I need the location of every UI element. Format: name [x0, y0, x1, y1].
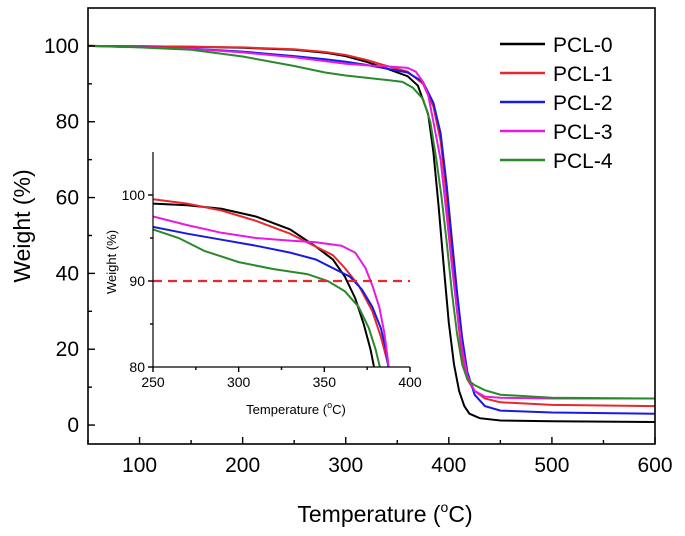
inset-x-axis-degree-symbol: o — [327, 400, 332, 410]
inset-series-line-PCL-2 — [153, 225, 390, 367]
inset-x-tick-label: 300 — [227, 374, 251, 390]
main-series-line-PCL-2 — [87, 44, 656, 415]
x-axis-degree-symbol: o — [441, 499, 449, 515]
inset-plot: 250 300 350 400 80 90 100 Weight (%) Temperatu… — [104, 152, 422, 417]
legend: PCL-0 PCL-1 PCL-2 PCL-3 PCL-4 — [500, 34, 613, 173]
y-tick-label: 40 — [56, 262, 79, 285]
legend-label: PCL-4 — [553, 150, 613, 173]
legend-label: PCL-2 — [553, 92, 613, 115]
inset-x-tick-label: 250 — [141, 374, 165, 390]
main-curves — [87, 44, 656, 423]
y-tick-label: 80 — [56, 111, 79, 134]
legend-label: PCL-0 — [553, 34, 613, 57]
inset-axes: 250 300 350 400 80 90 100 — [122, 152, 422, 390]
x-tick-label: 500 — [534, 454, 569, 477]
x-tick-label: 300 — [328, 454, 363, 477]
y-tick-label: 0 — [67, 414, 79, 437]
y-tick-label: 60 — [56, 187, 79, 210]
inset-y-axis-label: Weight (%) — [104, 230, 119, 294]
main-series-line-PCL-3 — [87, 44, 655, 400]
x-tick-label: 200 — [225, 454, 260, 477]
y-tick-label: 100 — [44, 35, 79, 58]
inset-series-line-PCL-1 — [153, 198, 390, 367]
y-tick-label: 20 — [56, 338, 79, 361]
main-plot: 100 200 300 400 500 600 0 20 40 60 80 100 Weight (%… — [9, 7, 673, 527]
legend-label: PCL-1 — [553, 63, 613, 86]
inset-curves — [153, 198, 390, 367]
x-axis-label: Temperature (oC) — [297, 499, 472, 527]
inset-x-axis-label: Temperature (oC) — [246, 400, 346, 417]
x-tick-label: 100 — [122, 454, 157, 477]
inset-series-line-PCL-0 — [153, 202, 376, 367]
inset-series-line-PCL-4 — [153, 228, 381, 367]
x-tick-label: 600 — [637, 454, 672, 477]
legend-label: PCL-3 — [553, 121, 613, 144]
y-axis-label: Weight (%) — [9, 169, 35, 282]
inset-y-tick-label: 100 — [122, 187, 146, 203]
inset-x-tick-label: 350 — [313, 374, 337, 390]
main-plot-frame — [87, 7, 656, 445]
inset-y-tick-label: 80 — [129, 359, 145, 375]
inset-x-tick-label: 400 — [398, 374, 422, 390]
inset-series-line-PCL-3 — [153, 215, 390, 367]
main-series-line-PCL-4 — [87, 44, 656, 400]
x-tick-label: 400 — [431, 454, 466, 477]
inset-y-tick-label: 90 — [129, 273, 145, 289]
main-axis-ticks: 100 200 300 400 500 600 0 20 40 60 80 100 — [44, 35, 673, 477]
